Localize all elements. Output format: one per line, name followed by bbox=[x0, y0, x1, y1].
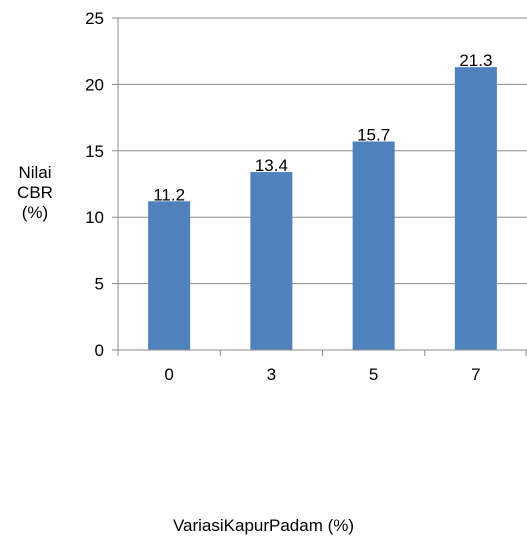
data-label: 11.2 bbox=[153, 185, 185, 204]
y-tick-label: 0 bbox=[95, 341, 104, 360]
y-tick-label: 25 bbox=[85, 9, 104, 28]
axes bbox=[112, 17, 527, 356]
y-tick-label: 10 bbox=[85, 208, 104, 227]
x-tick-label: 5 bbox=[369, 365, 378, 384]
x-tick-label: 3 bbox=[267, 365, 276, 384]
bar-7 bbox=[454, 67, 497, 351]
x-axis-label: VariasiKapurPadam (%) bbox=[172, 516, 355, 535]
y-axis-label-line-3: (%) bbox=[21, 203, 49, 222]
y-axis-label-line-2: CBR bbox=[17, 183, 53, 202]
bars bbox=[148, 67, 497, 351]
data-label: 15.7 bbox=[357, 126, 390, 145]
bar-5 bbox=[352, 141, 395, 350]
data-label: 21.3 bbox=[459, 51, 492, 70]
data-label: 13.4 bbox=[255, 156, 288, 175]
y-tick-label: 15 bbox=[85, 142, 104, 161]
x-tick-labels: 0 3 5 7 bbox=[164, 365, 480, 384]
y-axis-label-line-1: Nilai bbox=[18, 163, 52, 182]
bar-3 bbox=[250, 172, 293, 350]
x-tick-label: 7 bbox=[471, 365, 480, 384]
y-tick-labels: 0 5 10 15 20 25 bbox=[85, 9, 104, 360]
data-labels: 11.2 13.4 15.7 21.3 bbox=[153, 51, 492, 204]
x-tick-label: 0 bbox=[164, 365, 173, 384]
y-tick-label: 5 bbox=[95, 275, 104, 294]
bar-0 bbox=[148, 201, 191, 350]
y-tick-label: 20 bbox=[85, 75, 104, 94]
